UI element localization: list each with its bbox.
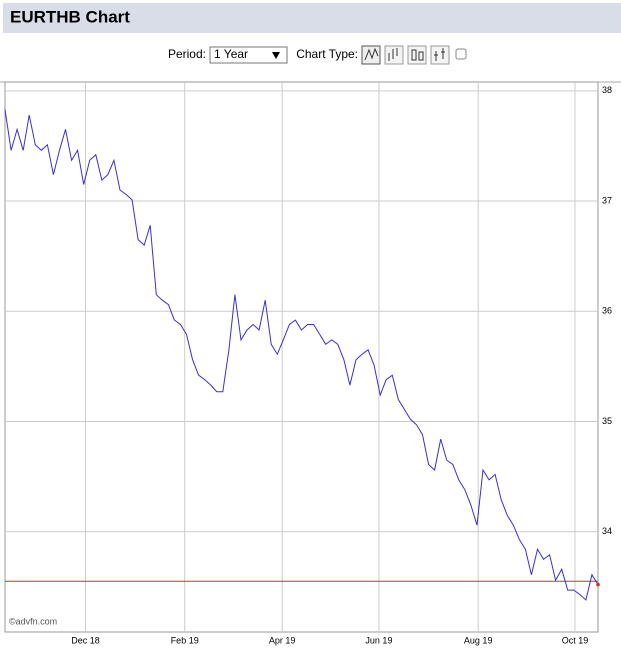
y-tick-label: 37 [602,195,612,205]
chart-type-label: Chart Type: [296,47,358,61]
icon [411,49,424,61]
period-select[interactable] [209,46,288,64]
period-label: Period: [168,47,206,61]
x-tick-label: Feb 19 [171,635,199,645]
icon [364,47,379,61]
last-point [596,582,600,587]
icon [388,48,398,61]
y-tick-label: 34 [602,526,612,536]
plot-frame [4,81,599,633]
price-line [4,109,599,601]
checkbox[interactable] [455,48,467,60]
source: ©advfn.com [9,616,57,626]
x-tick-label: Oct 19 [562,635,589,645]
y-tick-label: 38 [602,85,612,95]
bar-type-button[interactable] [430,45,450,65]
y-tick-label: 36 [602,306,612,316]
ohlc-type-button[interactable] [384,45,404,65]
x-tick-label: Jun 19 [365,635,392,645]
x-tick-label: Aug 19 [464,635,493,645]
y-tick-label: 35 [602,416,612,426]
header-bar [3,3,621,33]
select-arrow [272,52,280,59]
icon [434,48,445,61]
x-tick-label: Apr 19 [269,635,296,645]
chart-type-icons [361,45,467,65]
chart-title: EURTHB Chart [10,7,130,26]
period-value: 1 Year [214,47,248,61]
x-tick-label: Dec 18 [71,635,100,645]
